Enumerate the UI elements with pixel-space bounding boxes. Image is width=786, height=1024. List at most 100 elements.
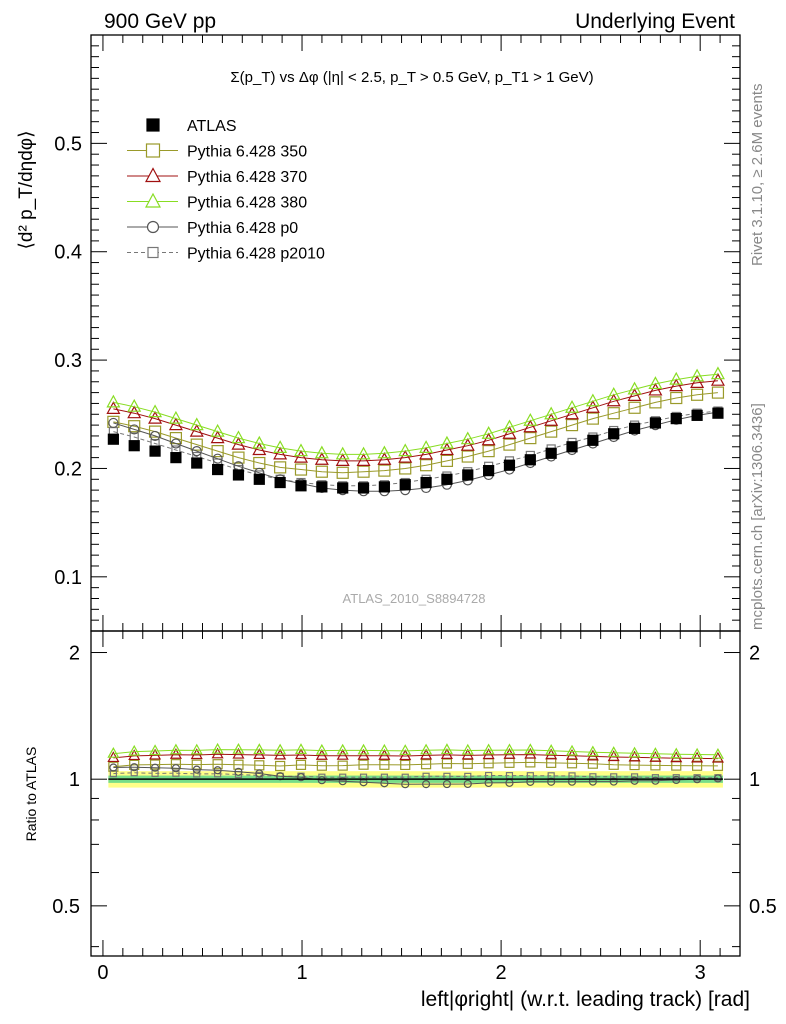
mcplots-label: mcplots.cern.ch [arXiv:1306.3436] [749,403,766,630]
data-point [170,452,182,464]
data-point [357,482,370,494]
data-point [232,451,245,464]
ratio-point [255,769,264,778]
legend-label: Pythia 6.428 350 [187,144,307,161]
data-point [212,453,223,464]
data-point [585,400,600,413]
data-point [710,372,725,386]
data-point [482,445,495,458]
data-point [377,445,392,459]
ratio-series-4 [109,763,723,789]
xtick-label: 2 [496,962,507,984]
data-point [211,445,224,458]
data-point [420,476,432,489]
ratio-point [253,743,266,755]
data-point [440,454,454,467]
data-point [483,465,495,477]
legend-label: ATLAS [187,118,237,135]
data-point [523,413,538,426]
main-ytick-label: 0.4 [54,242,82,264]
ratio-point [607,746,620,757]
data-point [545,425,558,438]
ratio-point [691,751,704,763]
data-point [587,434,599,446]
ratio-point [463,779,472,789]
data-point [107,433,119,445]
ratio-point [338,777,347,786]
data-point [357,465,370,478]
ratio-ylabel: Ratio to ATLAS [23,747,39,842]
data-point [670,413,682,425]
data-point [377,452,392,465]
data-point [460,431,475,445]
ratio-point [149,759,161,770]
ratio-point [378,743,391,755]
data-point [129,424,140,435]
data-point [566,441,578,453]
data-point [585,393,600,407]
ratio-point [171,764,181,773]
data-point [274,461,287,474]
main-ytick-label: 0.5 [54,133,82,155]
data-point [710,366,725,380]
ratio-point [211,742,224,754]
ratio-point [628,746,641,758]
data-point [210,423,225,437]
data-point [168,410,183,424]
ratio-point [316,760,327,771]
ratio-line [113,749,718,756]
data-point [586,412,599,425]
ratio-ytick-label-right: 0.5 [749,896,777,918]
data-point [252,435,267,449]
series-line [113,373,718,455]
ratio-point [275,760,286,772]
data-point [524,454,536,466]
ratio-ytick-label-right: 2 [749,643,760,665]
ratio-point [214,770,222,778]
ratio-point [151,769,159,777]
data-point [191,446,202,457]
ratio-point [295,759,307,770]
data-point [128,440,140,452]
data-point [419,459,433,472]
main-series [106,366,725,497]
data-point [191,457,203,469]
legend-label: Pythia 6.428 p0 [187,220,298,237]
ratio-point [337,760,348,771]
ratio-point [421,780,431,789]
data-point [669,378,684,392]
header-right: Underlying Event [575,10,735,33]
data-point [462,469,474,481]
legend-item: Pythia 6.428 350 [127,143,307,161]
data-point [565,400,580,413]
ratio-point [357,743,370,755]
data-point [439,442,454,456]
ratio-line [113,761,718,768]
data-point [523,419,538,433]
ratio-point [399,744,412,755]
data-point [356,446,371,460]
ratio-series-3 [107,742,724,759]
ratio-point [274,743,287,755]
legend-marker [144,192,162,208]
data-point [315,465,328,478]
ratio-ytick-label: 0.5 [52,896,80,918]
main-ytick-label: 0.3 [54,350,82,372]
data-point [170,438,182,449]
ratio-point [130,763,139,772]
ratio-point [482,743,495,755]
data-point [252,442,267,456]
data-point [148,425,162,438]
series-5 [108,406,723,491]
ratio-point [691,760,703,771]
data-point [108,417,119,429]
ratio-point [691,747,704,759]
ratio-point [586,745,599,757]
data-point [648,382,663,396]
ratio-point [232,742,245,754]
legend-marker [147,246,159,259]
ratio-point [172,769,180,777]
data-point [608,428,620,440]
ratio-point [547,777,556,786]
series-0 [107,407,724,494]
